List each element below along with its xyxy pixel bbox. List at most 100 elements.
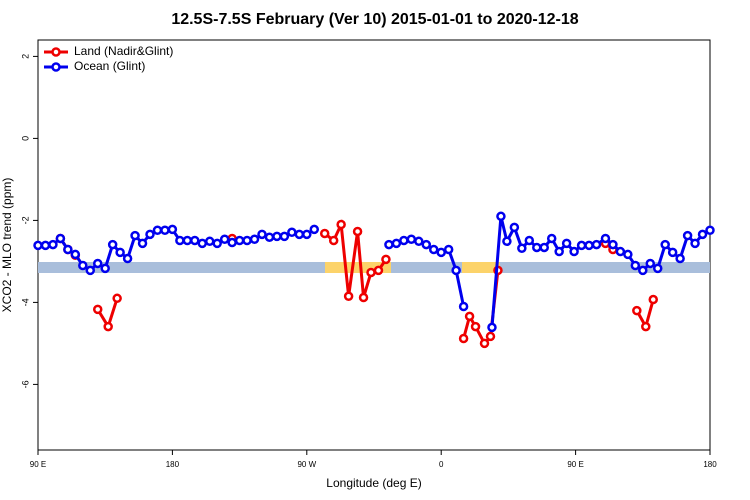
point: [160, 225, 170, 235]
point: [352, 226, 363, 237]
point: [85, 265, 96, 276]
point: [92, 304, 103, 315]
point: [227, 237, 237, 248]
point: [182, 235, 193, 246]
point: [406, 234, 417, 245]
point: [175, 235, 185, 246]
point: [55, 233, 66, 244]
legend-label: Land (Nadir&Glint): [74, 44, 173, 58]
point: [122, 253, 133, 264]
point: [638, 265, 648, 276]
legend-marker: [51, 47, 61, 57]
point: [152, 225, 163, 235]
point: [532, 242, 542, 253]
x-tick-label: 180: [166, 460, 180, 469]
point: [137, 238, 148, 249]
point: [384, 239, 394, 250]
point: [358, 292, 369, 303]
point: [690, 238, 700, 249]
legend-label: Ocean (Glint): [74, 59, 145, 73]
point: [630, 260, 641, 271]
point: [366, 267, 376, 278]
point: [242, 235, 252, 246]
point: [197, 238, 208, 249]
point: [485, 331, 496, 342]
point: [667, 247, 678, 258]
y-tick-label: -2: [20, 216, 30, 224]
point: [502, 236, 512, 247]
point: [608, 239, 618, 250]
point: [428, 244, 439, 255]
chart-title: 12.5S-7.5S February (Ver 10) 2015-01-01 …: [171, 11, 578, 28]
legend-marker: [51, 62, 61, 72]
point: [336, 219, 346, 230]
point: [272, 231, 282, 242]
point: [421, 239, 432, 250]
point: [249, 234, 260, 245]
point: [343, 291, 354, 301]
point: [63, 244, 73, 255]
x-tick-label: 90 E: [567, 460, 583, 469]
point: [479, 338, 490, 349]
y-tick-label: -4: [20, 298, 30, 306]
x-tick-label: 180: [703, 460, 717, 469]
point: [682, 230, 693, 241]
y-axis-label: XCO2 - MLO trend (ppm): [0, 178, 14, 313]
point: [554, 246, 564, 257]
point: [584, 240, 594, 251]
point: [264, 232, 275, 242]
point: [561, 238, 572, 249]
point: [600, 233, 611, 244]
point: [373, 265, 384, 276]
y-tick-label: -6: [20, 380, 30, 388]
point: [436, 247, 446, 258]
point: [92, 258, 103, 269]
point: [302, 229, 312, 240]
point: [697, 229, 708, 240]
point: [257, 229, 267, 240]
point: [645, 258, 656, 269]
point: [287, 227, 297, 238]
point: [652, 263, 663, 274]
point: [78, 260, 88, 271]
point: [623, 249, 633, 260]
point: [641, 321, 651, 332]
point: [591, 239, 602, 250]
point: [309, 224, 320, 235]
point: [458, 301, 469, 312]
point: [414, 236, 424, 247]
point: [145, 229, 155, 240]
point: [204, 236, 215, 247]
point: [130, 230, 140, 241]
point: [167, 224, 178, 235]
point: [648, 294, 659, 305]
point: [539, 242, 549, 253]
point: [234, 235, 245, 246]
point: [464, 311, 475, 322]
point: [33, 240, 43, 251]
point: [190, 235, 200, 246]
x-tick-label: 0: [439, 460, 444, 469]
land-band: [462, 262, 500, 273]
point: [443, 244, 454, 255]
point: [212, 238, 222, 249]
point: [107, 239, 118, 250]
point: [632, 305, 642, 316]
point: [294, 229, 305, 240]
point: [40, 240, 51, 251]
point: [576, 240, 587, 251]
point: [496, 211, 506, 222]
x-axis-label: Longitude (deg E): [326, 476, 421, 490]
land-band: [325, 262, 391, 273]
point: [458, 333, 469, 344]
point: [219, 234, 230, 245]
point: [381, 254, 391, 265]
point: [399, 235, 409, 246]
point: [546, 233, 557, 244]
point: [705, 225, 715, 235]
point: [509, 222, 520, 233]
point: [279, 231, 290, 242]
point: [103, 321, 113, 332]
point: [48, 239, 58, 250]
